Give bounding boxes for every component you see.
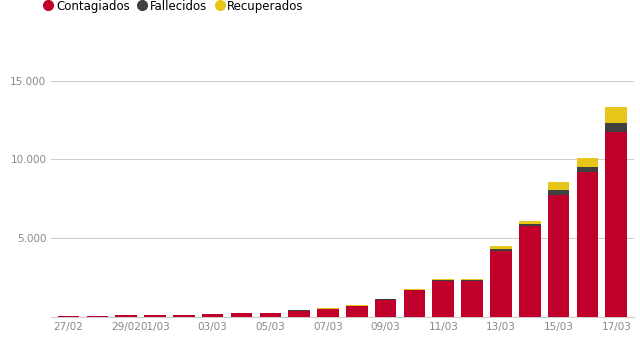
Bar — [375, 300, 396, 317]
Bar — [404, 289, 426, 290]
Bar — [173, 315, 195, 317]
Bar — [577, 167, 598, 172]
Bar — [289, 310, 310, 317]
Bar — [375, 299, 396, 300]
Bar — [548, 190, 570, 195]
Bar — [433, 279, 454, 280]
Legend: Contagiados, Fallecidos, Recuperados: Contagiados, Fallecidos, Recuperados — [45, 0, 304, 13]
Bar — [346, 306, 367, 317]
Bar — [86, 316, 108, 317]
Bar — [317, 308, 339, 309]
Bar — [144, 315, 166, 317]
Bar — [461, 280, 483, 281]
Bar — [461, 279, 483, 280]
Bar — [490, 249, 512, 251]
Bar — [317, 309, 339, 317]
Bar — [230, 313, 252, 317]
Bar — [519, 226, 541, 317]
Bar — [58, 316, 79, 317]
Bar — [115, 315, 137, 317]
Bar — [433, 280, 454, 281]
Bar — [461, 281, 483, 317]
Bar — [548, 182, 570, 190]
Bar — [577, 172, 598, 317]
Bar — [519, 221, 541, 224]
Bar — [346, 305, 367, 306]
Bar — [259, 313, 281, 317]
Bar — [202, 314, 223, 317]
Bar — [577, 158, 598, 167]
Bar — [404, 290, 426, 317]
Bar — [490, 251, 512, 317]
Bar — [433, 281, 454, 317]
Bar — [490, 246, 512, 249]
Bar — [519, 224, 541, 226]
Bar — [548, 195, 570, 317]
Bar — [605, 123, 627, 132]
Bar — [605, 132, 627, 317]
Bar — [605, 107, 627, 123]
